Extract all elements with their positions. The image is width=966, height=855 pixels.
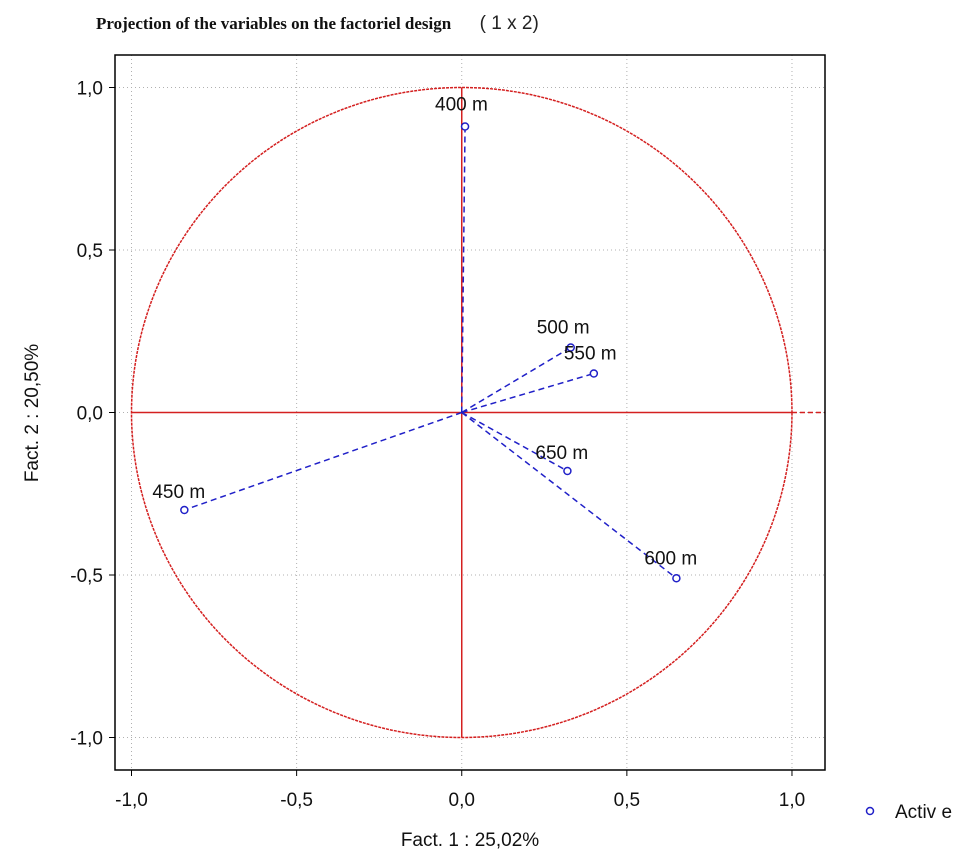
point-label: 550 m: [564, 344, 617, 365]
y-tick-label: -0,5: [70, 566, 103, 587]
correlation-circle: [130, 86, 825, 739]
y-tick-label: -1,0: [70, 729, 103, 750]
x-tick-label: -1,0: [115, 790, 148, 811]
point-650-m: [563, 466, 572, 476]
variable-labels: 400 m 500 m 550 m 450 m 650 m 600 m: [152, 95, 697, 570]
y-tick-label: 0,5: [77, 241, 103, 262]
point-400-m: [460, 122, 470, 131]
point-label: 650 m: [535, 443, 588, 464]
vector-650-m: [461, 411, 568, 472]
variable-vectors: [184, 126, 677, 579]
legend-label: Activ e: [895, 802, 952, 823]
point-550-m: [589, 369, 599, 378]
vector-600-m: [461, 411, 677, 579]
x-tick-label: 0,5: [614, 790, 640, 811]
vector-500-m: [461, 346, 572, 414]
vector-400-m: [460, 126, 466, 413]
point-label: 400 m: [435, 95, 488, 116]
point-450-m: [180, 505, 189, 515]
axis-ticks: -1,0 -0,5 0,0 0,5 1,0 1,0 0,5 0,0 -0,5 -1,0: [70, 79, 805, 812]
y-axis-label: Fact. 2 : 20,50%: [22, 344, 43, 482]
point-500-m: [566, 343, 575, 352]
point-600-m: [672, 574, 681, 583]
point-label: 450 m: [152, 482, 205, 503]
legend-marker: [865, 806, 875, 816]
x-axis-label: Fact. 1 : 25,02%: [401, 830, 539, 851]
vector-450-m: [184, 411, 462, 511]
y-tick-label: 1,0: [77, 79, 103, 100]
y-tick-label: 0,0: [77, 404, 103, 425]
x-tick-label: 1,0: [779, 790, 805, 811]
x-tick-label: -0,5: [280, 790, 313, 811]
chart-title: Projection of the variables on the facto…: [96, 13, 539, 34]
point-label: 600 m: [644, 548, 697, 569]
variable-points: [180, 122, 681, 583]
point-label: 500 m: [537, 318, 590, 339]
x-tick-label: 0,0: [449, 790, 475, 811]
vector-550-m: [461, 372, 595, 414]
